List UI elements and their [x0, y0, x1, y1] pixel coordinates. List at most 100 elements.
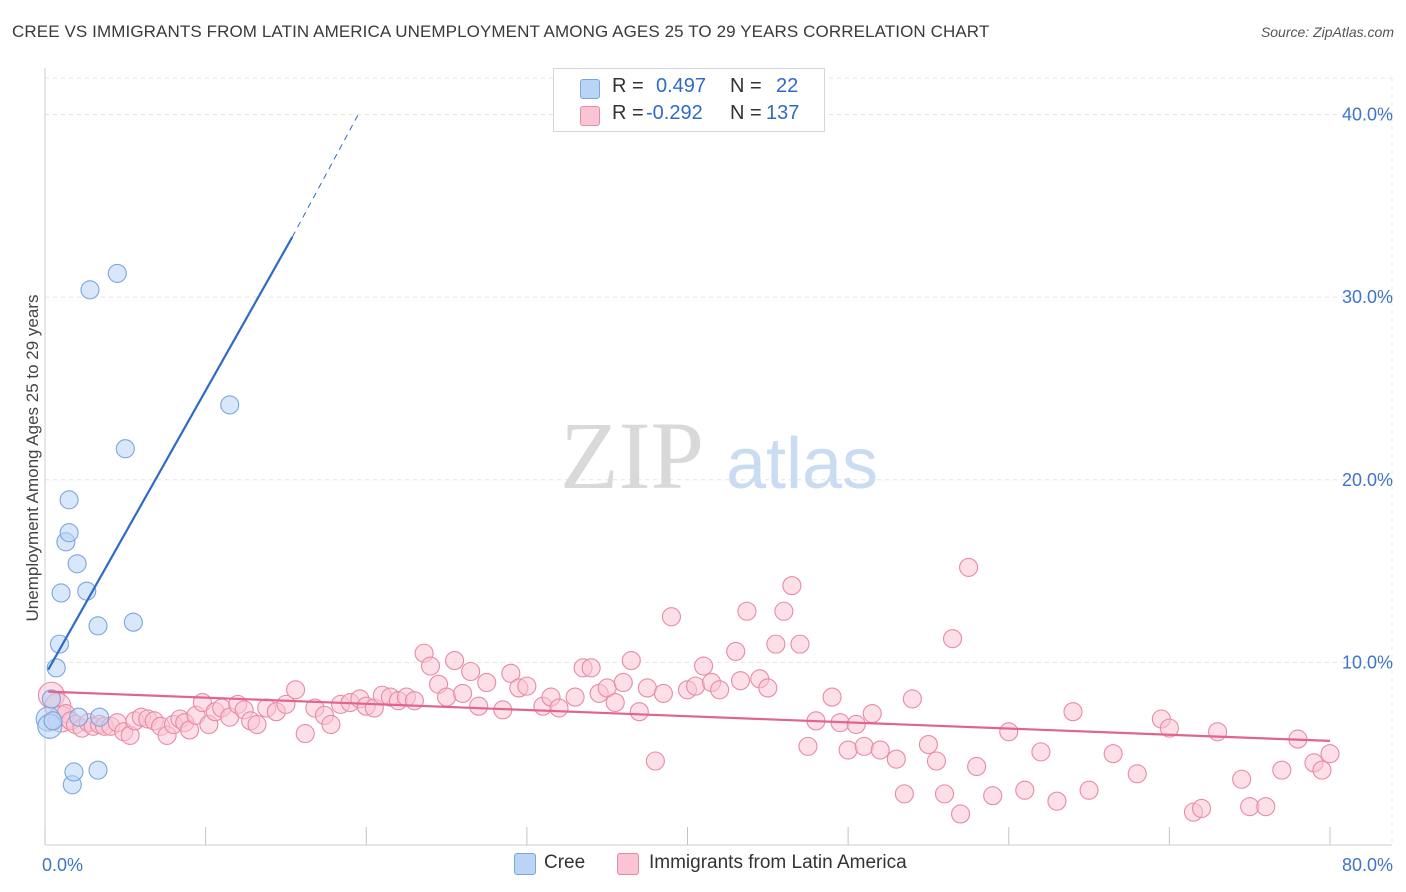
- source-label: Source: ZipAtlas.com: [1260, 24, 1394, 40]
- chart-title: CREE VS IMMIGRANTS FROM LATIN AMERICA UN…: [12, 22, 990, 41]
- stats-legend: R = 0.497 N = 22 R = -0.292 N = 137: [553, 68, 825, 132]
- legend-swatch-immigrants: [580, 106, 600, 126]
- immigrant-point: [854, 736, 874, 756]
- immigrant-point: [1312, 760, 1332, 780]
- immigrant-point: [605, 693, 625, 713]
- cree-point: [64, 762, 84, 782]
- cree-point: [51, 583, 71, 603]
- immigrant-point: [247, 714, 267, 735]
- axes: 10.0% 20.0% 30.0% 40.0% 0.0% 80.0%: [42, 68, 1393, 875]
- legend-n-value: 22: [776, 75, 799, 97]
- immigrant-point: [1320, 744, 1340, 764]
- immigrant-point: [637, 678, 657, 698]
- legend-r-value: 0.497: [656, 75, 707, 97]
- immigrant-point: [453, 683, 473, 703]
- trend-lines: [47, 114, 1331, 743]
- immigrant-point: [653, 683, 673, 703]
- immigrant-point: [461, 661, 481, 682]
- immigrant-point: [1031, 742, 1051, 762]
- immigrant-point: [902, 689, 922, 709]
- immigrant-point: [870, 740, 890, 760]
- immigrant-point: [621, 651, 641, 671]
- immigrant-point: [838, 740, 858, 760]
- immigrant-point: [934, 784, 955, 804]
- immigrant-point: [661, 607, 681, 627]
- immigrant-point: [1063, 702, 1083, 722]
- immigrant-point: [477, 672, 497, 693]
- immigrant-point: [645, 751, 665, 771]
- bottom-swatch-cree: [514, 853, 536, 875]
- immigrant-point: [549, 698, 569, 718]
- immigrant-point: [295, 724, 315, 744]
- immigrant-point: [790, 634, 810, 654]
- immigrant-point: [1240, 797, 1260, 817]
- legend-row-cree: R = 0.497 N = 22: [554, 74, 824, 100]
- cree-point: [107, 263, 127, 283]
- immigrant-point: [321, 714, 341, 735]
- immigrant-point: [730, 671, 751, 691]
- cree-trend-line: [47, 236, 294, 671]
- immigrant-point: [1256, 797, 1276, 817]
- immigrant-point: [613, 672, 633, 693]
- cree-point: [59, 490, 79, 510]
- immigrant-point: [1127, 764, 1147, 784]
- cree-point: [43, 711, 63, 731]
- cree-point: [123, 612, 143, 632]
- immigrant-point: [846, 714, 866, 735]
- immigrant-point: [469, 696, 489, 716]
- y-tick-label: 20.0%: [1342, 470, 1393, 490]
- immigrant-point: [726, 641, 746, 661]
- immigrant-point: [737, 601, 757, 621]
- immigrant-point: [942, 629, 963, 649]
- cree-point: [69, 707, 89, 727]
- immigrant-point: [710, 680, 730, 700]
- immigrant-point: [1159, 718, 1179, 738]
- watermark-zip: ZIP: [560, 402, 704, 509]
- legend-n-label: N =: [730, 75, 762, 97]
- immigrant-trend-line: [48, 690, 1331, 743]
- immigrant-point: [886, 749, 906, 769]
- cree-point: [59, 523, 79, 543]
- legend-row-immigrants: R = -0.292 N = 137: [554, 101, 824, 127]
- immigrant-point: [822, 687, 842, 707]
- immigrant-point: [967, 756, 987, 777]
- immigrant-point: [758, 678, 778, 698]
- legend-r-label: R =: [612, 75, 644, 97]
- immigrant-point: [774, 601, 794, 621]
- y-tick-label: 10.0%: [1342, 652, 1393, 672]
- x-tick-label: 80.0%: [1342, 855, 1393, 875]
- immigrant-point: [798, 736, 818, 756]
- immigrant-point: [1191, 798, 1212, 819]
- immigrant-point: [782, 576, 802, 596]
- cree-point: [88, 760, 108, 780]
- legend-n-value: 137: [766, 102, 800, 124]
- cree-point: [67, 554, 87, 574]
- immigrant-point: [445, 651, 465, 671]
- y-axis-title: Unemployment Among Ages 25 to 29 years: [23, 295, 42, 622]
- immigrant-point: [983, 786, 1003, 806]
- immigrant-point: [694, 656, 714, 676]
- immigrant-point: [565, 687, 585, 707]
- immigrant-point: [1047, 791, 1067, 811]
- immigrant-point: [894, 784, 914, 804]
- legend-r-label: R =: [612, 102, 644, 124]
- immigrant-point: [926, 751, 947, 771]
- immigrant-point: [959, 557, 979, 577]
- immigrant-point: [1103, 744, 1123, 764]
- immigrant-point: [517, 676, 537, 696]
- immigrant-point: [437, 687, 457, 707]
- legend-n-label: N =: [730, 102, 762, 124]
- immigrant-point: [685, 676, 706, 696]
- y-tick-label: 40.0%: [1342, 105, 1393, 125]
- immigrant-point: [862, 703, 882, 724]
- x-tick-label: 0.0%: [42, 855, 83, 875]
- immigrant-point: [404, 691, 424, 711]
- immigrant-point: [629, 702, 649, 722]
- immigrant-point: [420, 656, 441, 676]
- immigrant-point: [581, 658, 601, 678]
- immigrant-point: [1079, 780, 1099, 800]
- cree-point: [90, 707, 110, 727]
- cree-point: [80, 280, 100, 300]
- immigrant-point: [918, 735, 938, 755]
